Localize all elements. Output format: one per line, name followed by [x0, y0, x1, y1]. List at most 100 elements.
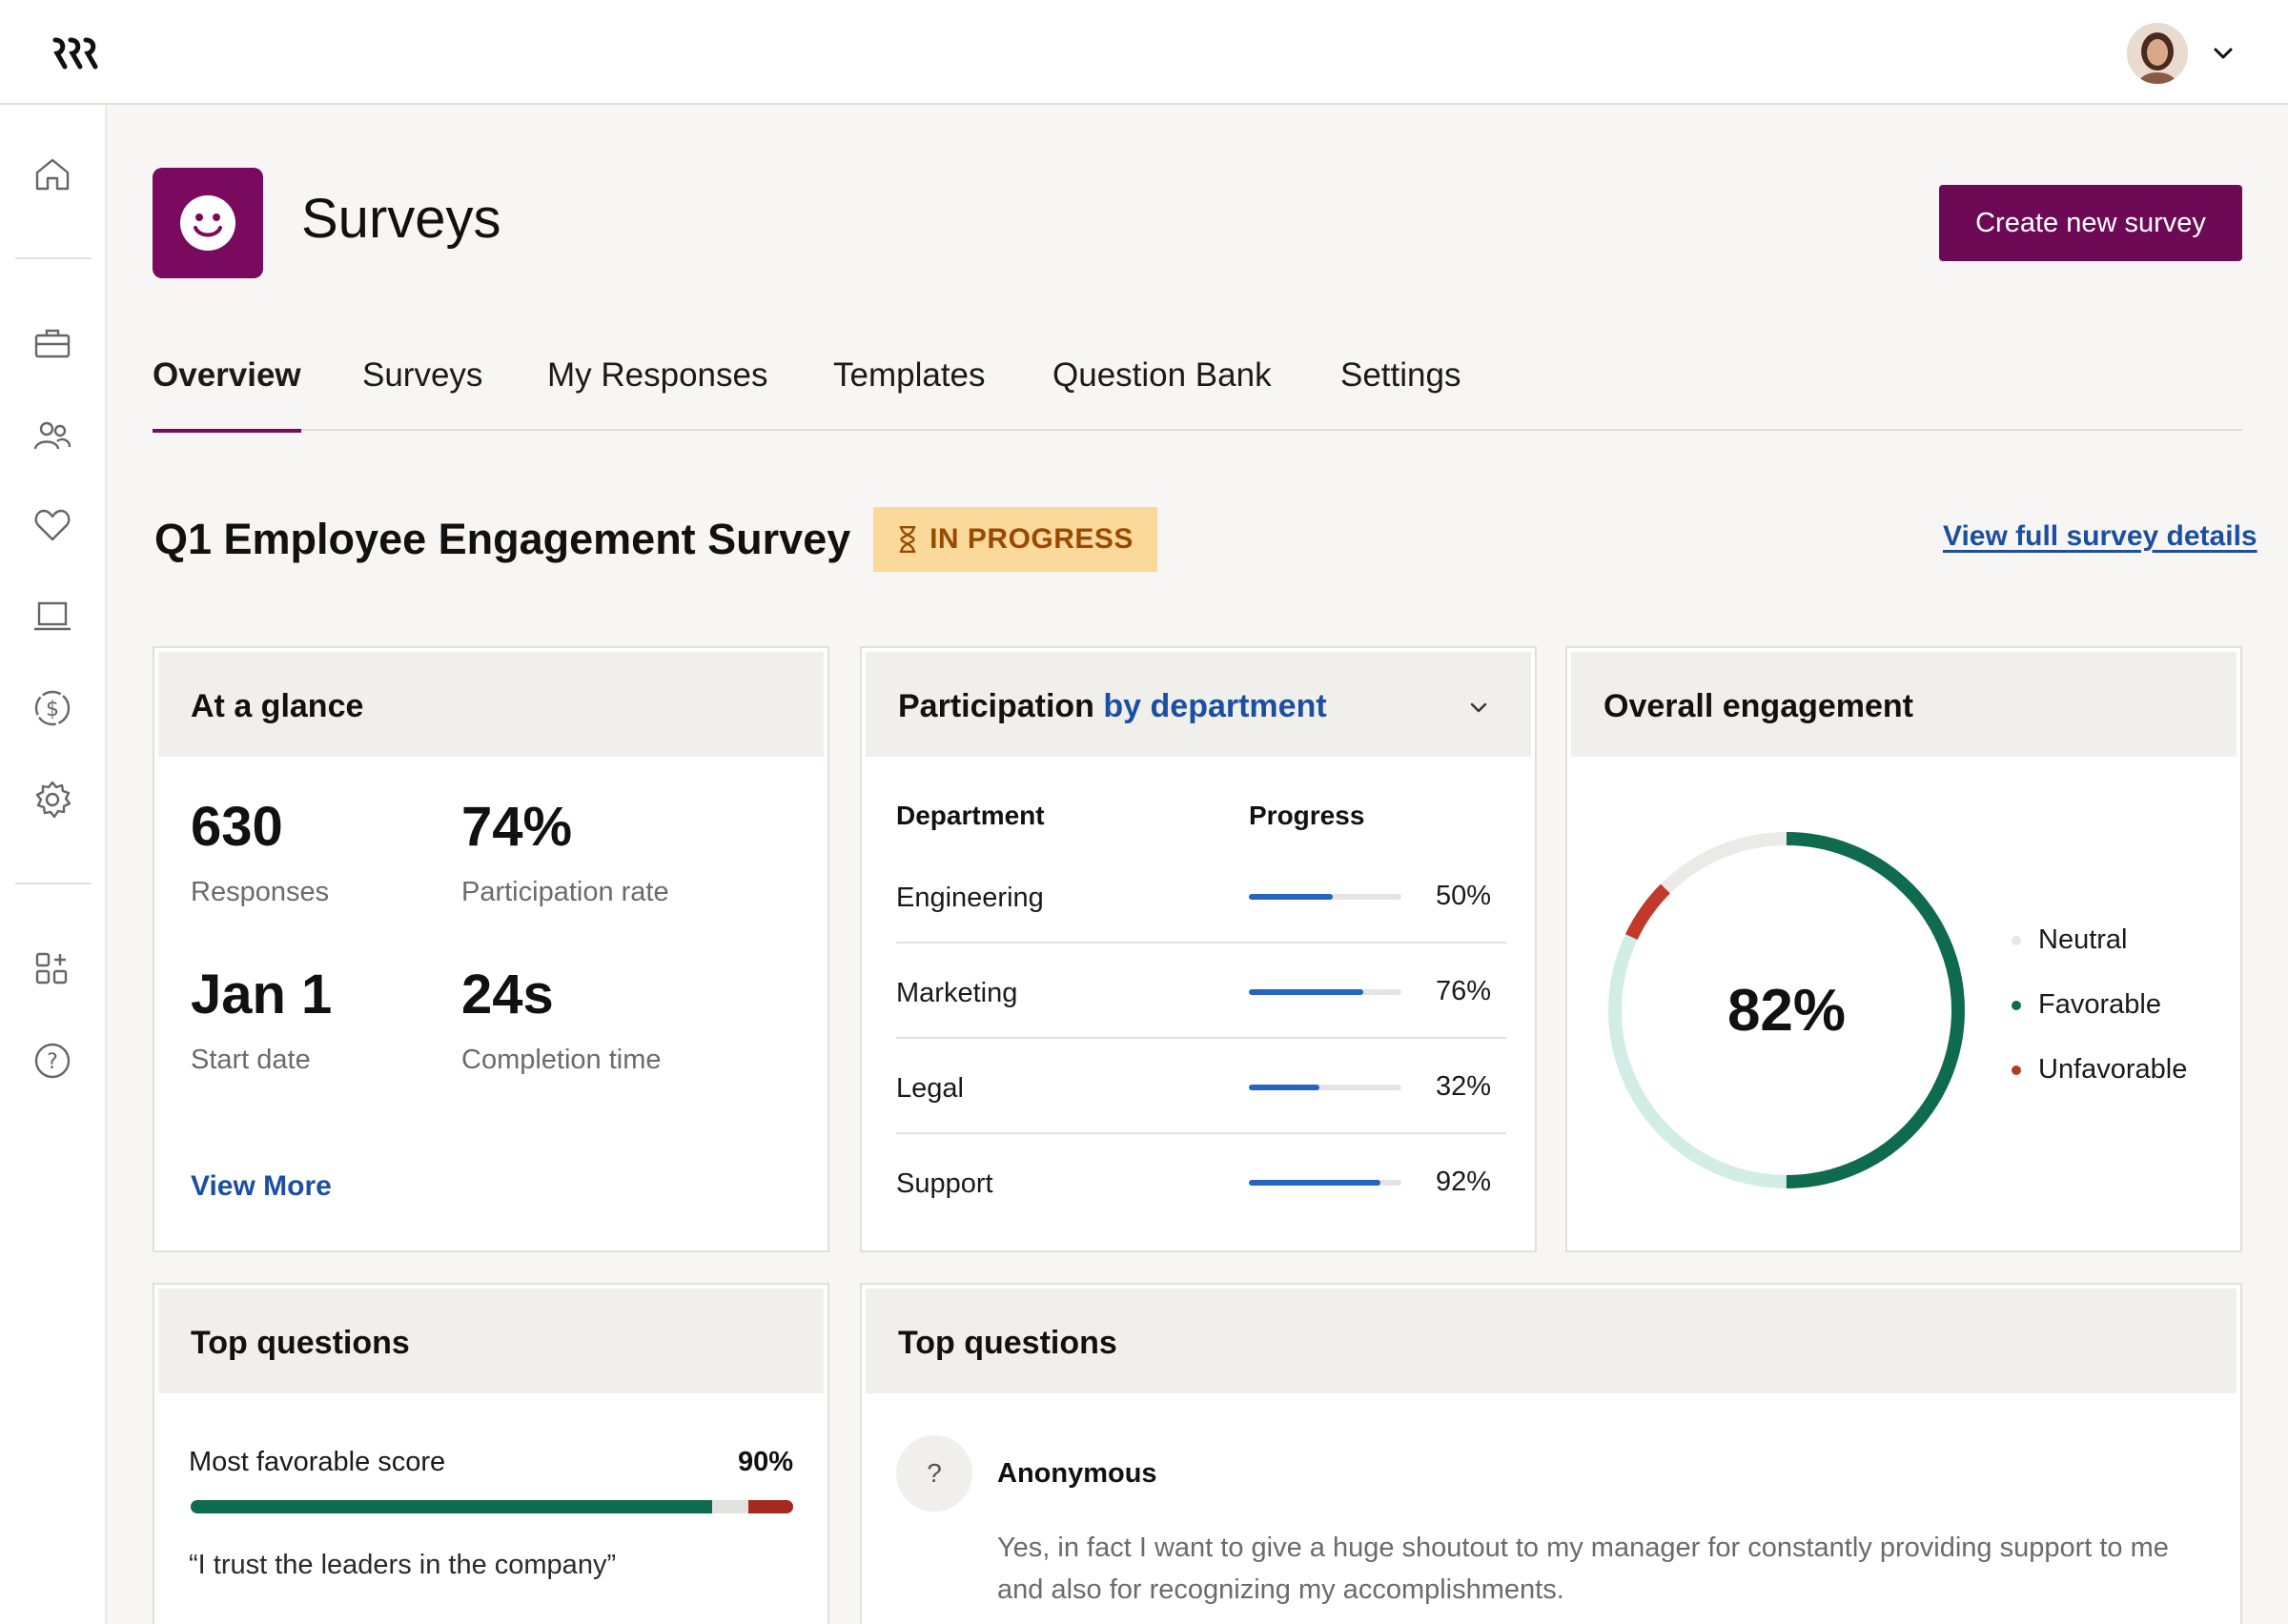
card-title-accent[interactable]: by department — [1103, 688, 1327, 724]
chevron-down-icon[interactable] — [1464, 694, 1493, 722]
department-name: Engineering — [896, 883, 1044, 913]
card-title: At a glance — [191, 688, 364, 724]
card-title: Top questions — [898, 1325, 1117, 1361]
tab-bar: Overview Surveys My Responses Templates … — [153, 351, 2242, 433]
stat-value: 74% — [461, 796, 573, 858]
card-header: Overall engagement — [1571, 652, 2237, 757]
card-title: Top questions — [191, 1325, 410, 1361]
gear-icon[interactable] — [31, 778, 74, 822]
legend-dot — [2012, 1065, 2021, 1075]
legend-item-favorable: Favorable — [2012, 989, 2161, 1021]
department-percent: 50% — [1436, 881, 1492, 911]
briefcase-icon[interactable] — [31, 322, 74, 366]
progress-fill — [1249, 894, 1333, 900]
page-title: Surveys — [301, 188, 501, 250]
smiley-icon — [180, 195, 235, 251]
tab-my-responses[interactable]: My Responses — [547, 356, 768, 394]
comment-author: Anonymous — [997, 1458, 1157, 1489]
engagement-card: Overall engagement 82% Neutral Favorable… — [1565, 646, 2242, 1252]
comment-text: Yes, in fact I want to give a huge shout… — [997, 1533, 2169, 1605]
card-title-main: Participation — [898, 688, 1094, 724]
department-row: Legal 32% — [896, 1039, 1506, 1134]
column-header-department: Department — [896, 801, 1045, 830]
department-name: Marketing — [896, 978, 1018, 1008]
logo-icon[interactable] — [51, 34, 101, 72]
sidebar-divider — [15, 257, 92, 259]
tab-settings[interactable]: Settings — [1340, 356, 1461, 394]
view-more-link[interactable]: View More — [191, 1170, 332, 1202]
progress-fill — [1249, 1085, 1319, 1090]
favorable-segment — [191, 1500, 712, 1513]
legend-label: Favorable — [2038, 989, 2161, 1020]
at-a-glance-card: At a glance 630 Responses 74% Participat… — [153, 646, 829, 1252]
legend-label: Unfavorable — [2038, 1054, 2188, 1085]
people-icon[interactable] — [31, 414, 74, 457]
stat-value: 24s — [461, 964, 554, 1025]
department-name: Legal — [896, 1073, 964, 1104]
legend-item-neutral: Neutral — [2012, 924, 2128, 956]
home-icon[interactable] — [31, 152, 74, 196]
card-title: Participation by department — [898, 688, 1327, 725]
stat-label: Start date — [191, 1045, 311, 1075]
svg-text:$: $ — [46, 698, 59, 721]
stat-value: 630 — [191, 796, 283, 858]
stat-label: Participation rate — [461, 877, 669, 907]
tab-overview[interactable]: Overview — [153, 351, 301, 433]
question-quote: “I trust the leaders in the company” — [189, 1550, 617, 1580]
donut-light-segment — [1608, 832, 1965, 1188]
status-badge: IN PROGRESS — [873, 507, 1157, 572]
tab-question-bank[interactable]: Question Bank — [1052, 356, 1272, 394]
department-percent: 76% — [1436, 976, 1492, 1006]
engagement-value: 82% — [1726, 977, 1847, 1044]
finance-icon[interactable]: $ — [31, 686, 74, 730]
score-percent: 90% — [737, 1447, 793, 1477]
stat-value: Jan 1 — [191, 964, 333, 1025]
view-survey-details-link[interactable]: View full survey details — [1943, 520, 2257, 552]
top-questions-score-card: Top questions Most favorable score 90% “… — [153, 1283, 829, 1624]
survey-title: Q1 Employee Engagement Survey — [154, 515, 851, 563]
surveys-app-icon — [153, 168, 263, 278]
department-row: Engineering 50% — [896, 848, 1506, 944]
laptop-icon[interactable] — [31, 595, 74, 639]
legend-dot — [2012, 1000, 2021, 1010]
legend-item-unfavorable: Unfavorable — [2012, 1054, 2187, 1086]
participation-card: Participation by department Department P… — [860, 646, 1537, 1252]
score-label: Most favorable score — [189, 1447, 446, 1477]
column-header-progress: Progress — [1249, 801, 1365, 830]
department-row: Support 92% — [896, 1134, 1506, 1229]
anonymous-avatar: ? — [896, 1435, 972, 1512]
apps-add-icon[interactable] — [31, 947, 74, 991]
svg-text:?: ? — [47, 1050, 58, 1074]
help-icon[interactable]: ? — [31, 1039, 74, 1083]
status-text: IN PROGRESS — [930, 523, 1134, 555]
progress-fill — [1249, 1180, 1380, 1186]
hourglass-icon — [899, 525, 916, 554]
top-bar — [0, 0, 2288, 105]
stat-label: Completion time — [461, 1045, 662, 1075]
card-header[interactable]: Participation by department — [866, 652, 1531, 757]
sidebar-divider — [15, 883, 92, 884]
stat-label: Responses — [191, 877, 330, 907]
tab-templates[interactable]: Templates — [833, 356, 986, 394]
engagement-donut-chart — [1608, 832, 1965, 1188]
progress-fill — [1249, 989, 1363, 995]
department-percent: 92% — [1436, 1167, 1492, 1197]
chevron-down-icon[interactable] — [2208, 38, 2238, 69]
unfavorable-segment — [747, 1500, 793, 1513]
donut-neutral-segment — [1608, 832, 1965, 1188]
legend-dot — [2012, 935, 2021, 945]
score-bar — [191, 1500, 793, 1513]
legend-label: Neutral — [2038, 924, 2128, 955]
heart-icon[interactable] — [31, 503, 74, 547]
tab-surveys[interactable]: Surveys — [362, 356, 483, 394]
progress-bar — [1249, 1180, 1401, 1186]
card-header: Top questions — [866, 1289, 2237, 1393]
user-avatar[interactable] — [2127, 23, 2188, 84]
department-row: Marketing 76% — [896, 944, 1506, 1039]
card-header: Top questions — [158, 1289, 824, 1393]
create-survey-button[interactable]: Create new survey — [1939, 185, 2242, 261]
progress-bar — [1249, 989, 1401, 995]
top-questions-comments-card: Top questions ? Anonymous Yes, in fact I… — [860, 1283, 2242, 1624]
card-header: At a glance — [158, 652, 824, 757]
department-name: Support — [896, 1168, 993, 1199]
